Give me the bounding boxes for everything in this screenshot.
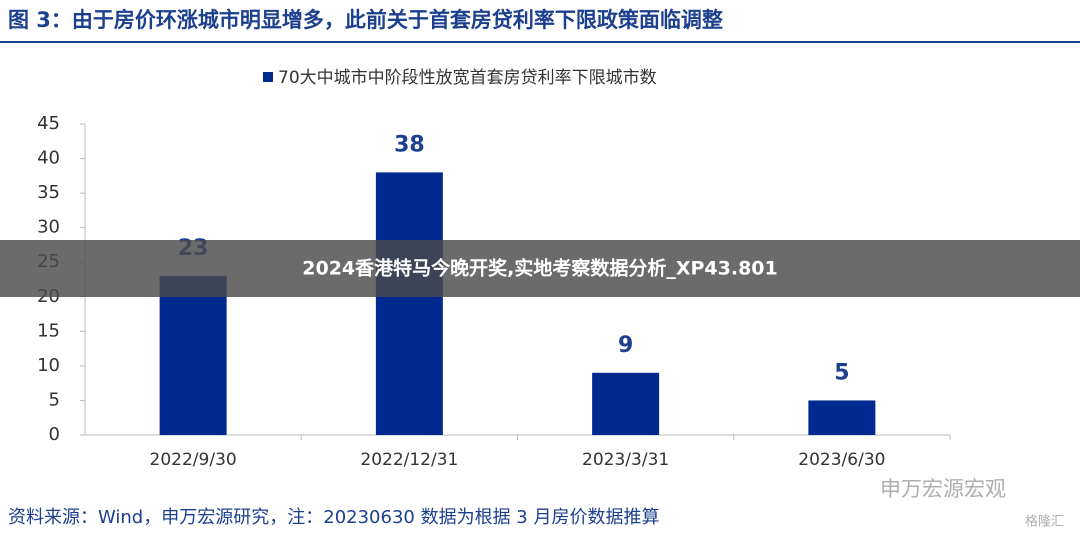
value-label: 9 [618,333,633,358]
value-label: 38 [394,132,425,157]
y-tick-label: 15 [37,320,60,341]
y-tick-label: 35 [37,182,60,203]
figure-title: 图 3：由于房价环涨城市明显增多，此前关于首套房贷利率下限政策面临调整 [8,8,723,32]
source-note: 资料来源：Wind，申万宏源研究，注：20230630 数据为根据 3 月房价数… [8,507,659,528]
x-tick-label: 2022/9/30 [150,450,237,470]
y-tick-label: 10 [37,355,60,376]
x-tick-label: 2023/3/31 [582,450,669,470]
y-tick-label: 30 [37,217,60,238]
bar [159,276,227,435]
watermark: 申万宏源宏观 [880,477,1006,501]
bar [375,172,443,435]
banner-text: 2024香港特马今晚开奖,实地考察数据分析_XP43.801 [302,257,778,280]
x-tick-label: 2023/6/30 [798,450,885,470]
legend-swatch [263,72,273,82]
bar [592,372,660,435]
y-tick-label: 40 [37,148,60,169]
y-tick-label: 45 [37,113,60,134]
banner [0,240,1080,297]
legend-label: 70大中城市中阶段性放宽首套房贷利率下限城市数 [278,68,657,88]
bar [808,400,876,435]
value-label: 5 [834,360,849,385]
corner-mark: 格隆汇 [1025,514,1064,530]
y-tick-label: 0 [49,424,60,445]
y-tick-label: 5 [49,389,60,410]
x-tick-label: 2022/12/31 [360,450,458,470]
